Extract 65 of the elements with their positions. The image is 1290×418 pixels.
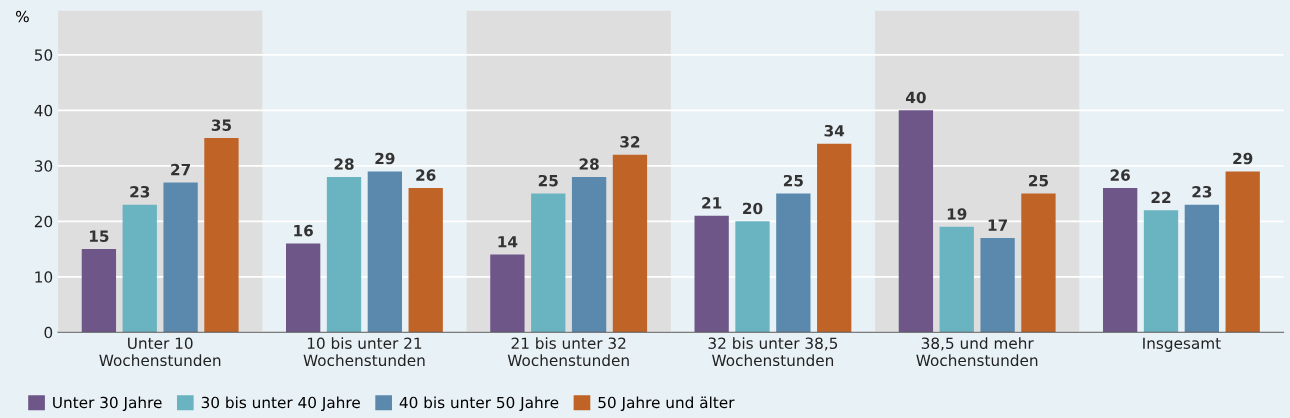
data-label: 16 xyxy=(294,224,313,237)
data-label: 28 xyxy=(579,158,599,170)
data-label: 25 xyxy=(1029,174,1049,187)
bar xyxy=(1143,210,1179,333)
x-tick-label: 10 bis unter 21 Wochenstunden xyxy=(303,337,425,367)
bar xyxy=(980,237,1015,333)
data-label: 20 xyxy=(743,202,763,215)
bar xyxy=(163,182,198,333)
data-label: 35 xyxy=(211,119,232,131)
data-label: 29 xyxy=(375,152,395,165)
bar xyxy=(1225,171,1260,333)
data-label: 26 xyxy=(416,169,436,181)
bar xyxy=(531,193,566,333)
legend-label: 50 Jahre und älter xyxy=(598,396,735,412)
x-tick-label: 32 bis unter 38,5 Wochenstunden xyxy=(708,337,838,367)
bar xyxy=(367,171,403,333)
bar xyxy=(898,110,934,333)
legend-label: 40 bis unter 50 Jahre xyxy=(399,396,559,412)
data-label: 25 xyxy=(783,174,803,187)
bar xyxy=(285,243,321,333)
bar xyxy=(1184,204,1220,333)
x-tick-label: 38,5 und mehr Wochenstunden xyxy=(916,337,1038,367)
bar xyxy=(571,176,607,333)
y-tick-label: 10 xyxy=(35,271,53,283)
data-label: 14 xyxy=(498,236,518,248)
data-label: 15 xyxy=(89,230,109,242)
data-label: 29 xyxy=(1233,152,1253,165)
data-label: 17 xyxy=(988,219,1008,231)
y-tick-label: 30 xyxy=(34,160,53,172)
data-label: 23 xyxy=(1192,185,1212,198)
y-tick-label: 50 xyxy=(34,49,53,61)
bar xyxy=(490,254,525,333)
legend-label: Unter 30 Jahre xyxy=(53,396,162,412)
y-axis-title: % xyxy=(16,10,29,23)
bar xyxy=(81,249,117,333)
x-tick-label: 21 bis unter 32 Wochenstunden xyxy=(507,337,629,367)
bar xyxy=(694,215,729,333)
bar xyxy=(1021,193,1056,333)
data-label: 34 xyxy=(824,124,845,137)
data-label: 21 xyxy=(702,197,722,209)
x-tick-label: Insgesamt xyxy=(1143,337,1221,352)
data-label: 19 xyxy=(947,208,967,220)
bar xyxy=(122,204,157,333)
data-label: 27 xyxy=(171,163,191,176)
data-label: 40 xyxy=(905,91,926,104)
y-tick-label: 40 xyxy=(34,104,53,117)
bar xyxy=(204,138,239,333)
bar xyxy=(817,143,852,333)
legend-label: 30 bis unter 40 Jahre xyxy=(201,396,360,412)
bar xyxy=(326,176,362,333)
x-tick-label: Unter 10 Wochenstunden xyxy=(99,337,221,367)
bar xyxy=(735,221,770,333)
data-label: 32 xyxy=(620,136,640,148)
data-label: 23 xyxy=(130,185,150,198)
bar xyxy=(939,226,974,333)
data-label: 26 xyxy=(1110,169,1130,181)
bar xyxy=(1102,188,1138,333)
data-label: 22 xyxy=(1151,191,1171,203)
y-tick-label: 0 xyxy=(44,326,53,339)
bar xyxy=(776,193,811,333)
data-label: 25 xyxy=(538,174,558,187)
y-tick-label: 20 xyxy=(34,215,53,228)
bar xyxy=(612,154,648,333)
bar xyxy=(408,188,443,333)
data-label: 28 xyxy=(334,158,354,170)
